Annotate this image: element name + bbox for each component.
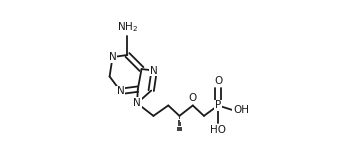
Text: N: N	[133, 98, 141, 108]
Text: O: O	[214, 76, 222, 86]
Text: NH$_2$: NH$_2$	[117, 20, 138, 34]
Text: P: P	[215, 100, 221, 110]
Text: O: O	[189, 93, 197, 103]
Text: HO: HO	[210, 125, 226, 135]
Text: N: N	[117, 86, 125, 96]
Text: N: N	[150, 66, 158, 76]
Text: N: N	[109, 52, 116, 62]
Text: OH: OH	[233, 105, 249, 115]
